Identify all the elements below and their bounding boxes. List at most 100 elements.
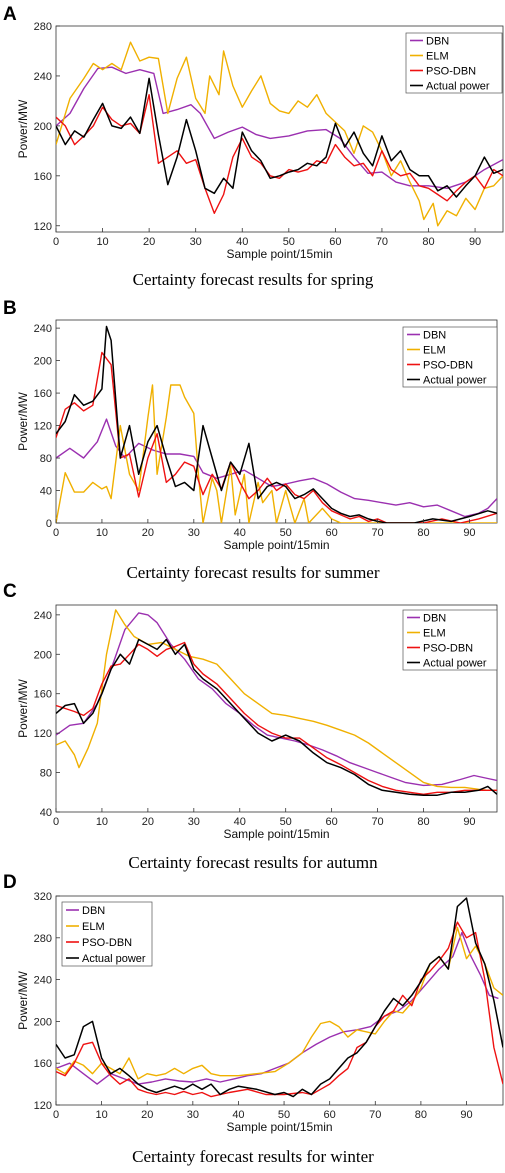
y-tick-label: 160 xyxy=(34,1058,52,1070)
chart-caption: Certainty forecast results for autumn xyxy=(128,853,378,872)
x-tick-label: 90 xyxy=(469,236,481,248)
y-tick-label: 120 xyxy=(34,221,52,233)
series-line-elm xyxy=(56,41,503,227)
series-line-actual-power xyxy=(56,325,497,523)
panel-letter: D xyxy=(3,872,17,893)
x-tick-label: 30 xyxy=(187,1109,199,1121)
series-line-elm xyxy=(56,609,497,791)
y-tick-label: 160 xyxy=(34,171,52,183)
x-tick-label: 50 xyxy=(280,527,292,539)
chart-caption: Certainty forecast results for winter xyxy=(132,1147,374,1166)
legend-entry: Actual power xyxy=(426,81,490,93)
x-tick-label: 60 xyxy=(324,1109,336,1121)
y-axis-label: Power/MW xyxy=(16,678,30,737)
panel-letter: C xyxy=(3,581,17,602)
series-group xyxy=(56,41,503,227)
y-tick-label: 40 xyxy=(40,486,52,498)
y-axis-label: Power/MW xyxy=(16,970,30,1029)
x-axis-label: Sample point/15min xyxy=(223,827,329,841)
series-line-dbn xyxy=(56,612,497,787)
series-group xyxy=(56,325,497,523)
y-axis-label: Power/MW xyxy=(16,391,30,450)
y-tick-label: 40 xyxy=(40,807,52,819)
x-tick-label: 20 xyxy=(142,527,154,539)
legend-entry: Actual power xyxy=(423,375,487,387)
y-tick-label: 200 xyxy=(34,356,52,368)
x-tick-label: 90 xyxy=(460,1109,472,1121)
x-tick-label: 0 xyxy=(53,816,59,828)
y-tick-label: 160 xyxy=(34,689,52,701)
legend-entry: ELM xyxy=(82,921,105,933)
y-tick-label: 80 xyxy=(40,453,52,465)
legend-box xyxy=(402,609,498,671)
y-tick-label: 280 xyxy=(34,933,52,945)
chart-caption: Certainty forecast results for spring xyxy=(133,270,374,289)
x-tick-label: 0 xyxy=(53,1109,59,1121)
legend-entry: PSO-DBN xyxy=(426,66,476,78)
legend-entry: ELM xyxy=(423,628,446,640)
chart-caption: Certainty forecast results for summer xyxy=(126,563,379,582)
x-tick-label: 30 xyxy=(188,527,200,539)
legend-box xyxy=(402,326,498,388)
series-line-actual-power xyxy=(56,77,503,198)
x-tick-label: 40 xyxy=(232,1109,244,1121)
x-tick-label: 70 xyxy=(371,816,383,828)
legend-box xyxy=(61,901,153,967)
series-group xyxy=(56,609,497,796)
x-tick-label: 80 xyxy=(417,527,429,539)
y-tick-label: 80 xyxy=(40,768,52,780)
series-line-elm xyxy=(56,384,497,523)
y-tick-label: 320 xyxy=(34,891,52,903)
x-tick-label: 20 xyxy=(141,1109,153,1121)
series-line-dbn xyxy=(56,66,503,189)
y-tick-label: 240 xyxy=(34,610,52,622)
y-tick-label: 200 xyxy=(34,1016,52,1028)
y-tick-label: 120 xyxy=(34,1100,52,1112)
x-tick-label: 20 xyxy=(142,816,154,828)
x-tick-label: 40 xyxy=(234,527,246,539)
x-tick-label: 90 xyxy=(463,816,475,828)
y-tick-label: 200 xyxy=(34,649,52,661)
x-tick-label: 70 xyxy=(371,527,383,539)
x-tick-label: 10 xyxy=(96,236,108,248)
y-tick-label: 160 xyxy=(34,388,52,400)
y-tick-label: 240 xyxy=(34,71,52,83)
panel-letter: B xyxy=(3,298,17,319)
x-tick-label: 0 xyxy=(53,527,59,539)
x-tick-label: 70 xyxy=(376,236,388,248)
legend-entry: ELM xyxy=(426,51,449,63)
series-line-actual-power xyxy=(56,638,497,796)
series-line-actual-power xyxy=(56,897,503,1098)
x-tick-label: 50 xyxy=(283,236,295,248)
x-tick-label: 50 xyxy=(280,816,292,828)
legend-entry: PSO-DBN xyxy=(82,937,132,949)
series-line-pso-dbn xyxy=(56,94,503,214)
x-tick-label: 10 xyxy=(96,816,108,828)
x-tick-label: 80 xyxy=(422,236,434,248)
y-axis-label: Power/MW xyxy=(16,99,30,158)
x-tick-label: 30 xyxy=(188,816,200,828)
x-axis-label: Sample point/15min xyxy=(226,1120,332,1134)
x-tick-label: 60 xyxy=(329,236,341,248)
legend-entry: ELM xyxy=(423,345,446,357)
legend-entry: Actual power xyxy=(423,658,487,670)
x-tick-label: 80 xyxy=(417,816,429,828)
y-tick-label: 120 xyxy=(34,728,52,740)
legend-entry: PSO-DBN xyxy=(423,360,473,372)
x-axis-label: Sample point/15min xyxy=(223,538,329,552)
legend-entry: DBN xyxy=(426,36,449,48)
legend-entry: PSO-DBN xyxy=(423,643,473,655)
x-tick-label: 60 xyxy=(326,816,338,828)
x-tick-label: 30 xyxy=(190,236,202,248)
x-tick-label: 20 xyxy=(143,236,155,248)
x-tick-label: 90 xyxy=(463,527,475,539)
panel-letter: A xyxy=(3,4,17,25)
x-tick-label: 10 xyxy=(95,1109,107,1121)
y-tick-label: 0 xyxy=(46,518,52,530)
x-tick-label: 60 xyxy=(326,527,338,539)
y-tick-label: 280 xyxy=(34,21,52,33)
x-tick-label: 50 xyxy=(278,1109,290,1121)
y-tick-label: 240 xyxy=(34,975,52,987)
legend-entry: DBN xyxy=(423,330,446,342)
